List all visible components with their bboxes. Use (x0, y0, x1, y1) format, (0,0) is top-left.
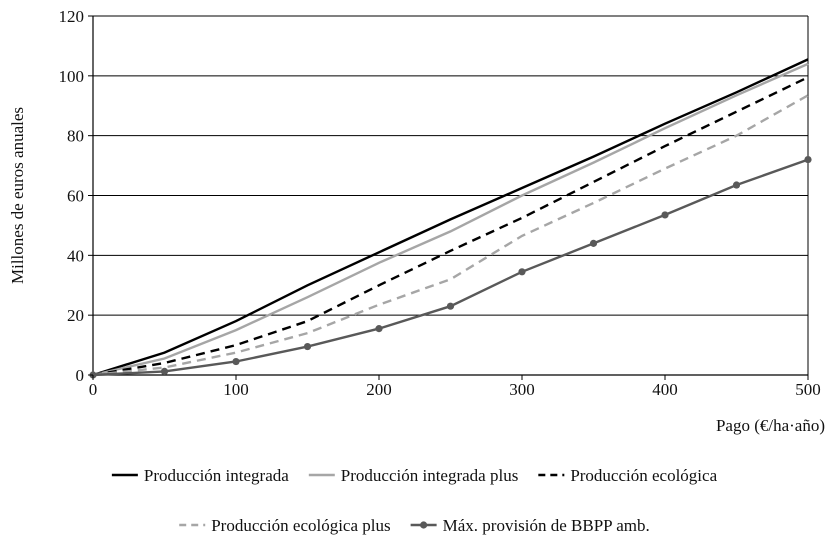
legend-label: Producción ecológica (570, 466, 717, 485)
series-line (92, 158, 809, 377)
data-point (375, 325, 383, 333)
data-point (518, 268, 526, 276)
legend-label: Producción integrada (144, 466, 289, 485)
series-line (92, 94, 809, 377)
y-tick-label: 100 (59, 67, 85, 86)
data-point (160, 367, 169, 376)
legend-marker (420, 521, 428, 529)
y-tick-label: 60 (67, 187, 84, 206)
series-line (92, 58, 809, 377)
legend: Producción integrada Producción integrada… (111, 466, 718, 535)
legend-label: Producción integrada plus (341, 466, 519, 485)
y-tick-label: 120 (59, 7, 85, 26)
data-point (732, 181, 741, 189)
y-tick-label: 40 (67, 246, 84, 265)
series-lines (89, 58, 812, 379)
x-tick-label: 400 (652, 380, 678, 399)
x-tick-label: 100 (223, 380, 249, 399)
legend-item: Producción integrada (111, 466, 289, 485)
series-line (92, 62, 809, 377)
grid (93, 15, 808, 316)
y-axis-label: Millones de euros anuales (8, 107, 27, 284)
legend-item: Producción ecológica plus (179, 516, 391, 535)
legend-item: Producción integrada plus (308, 466, 519, 485)
data-point (589, 239, 598, 247)
data-point (446, 302, 455, 310)
legend-label: Máx. provisión de BBPP amb. (443, 516, 650, 535)
x-tick-label: 200 (366, 380, 392, 399)
data-point (232, 357, 240, 366)
data-point (661, 211, 669, 219)
legend-item: Producción ecológica (538, 466, 718, 485)
x-tick-label: 0 (89, 380, 98, 399)
y-tick-label: 0 (76, 366, 85, 385)
series-line (92, 76, 809, 377)
x-axis-label: Pago (€/ha·año) (716, 416, 825, 435)
x-tick-label: 500 (795, 380, 821, 399)
data-point (804, 156, 812, 164)
tick-labels: 0 20 40 60 80 100 120 0 100 200 300 400 500 (59, 7, 821, 399)
y-tick-label: 80 (67, 127, 84, 146)
legend-item: Máx. provisión de BBPP amb. (410, 516, 650, 535)
data-point (303, 342, 312, 351)
x-tick-label: 300 (509, 380, 535, 399)
legend-label: Producción ecológica plus (211, 516, 390, 535)
y-tick-label: 20 (67, 306, 84, 325)
